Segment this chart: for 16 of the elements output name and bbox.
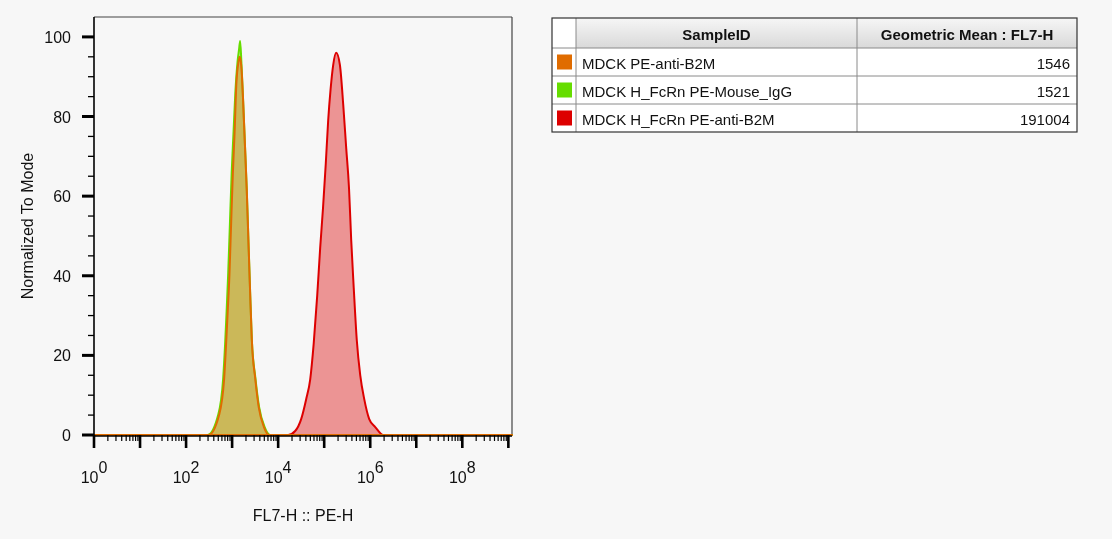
- y-tick-label: 20: [53, 346, 72, 364]
- y-axis-title: Normalized To Mode: [19, 152, 36, 300]
- text: 1546: [1036, 54, 1070, 72]
- y-tick-label: 80: [53, 108, 72, 126]
- text: Geometric Mean : FL7-H: [880, 25, 1054, 43]
- y-tick-label: 0: [62, 426, 72, 444]
- legend-label: MDCK PE-anti-B2M: [582, 54, 716, 72]
- legend-title: SampleID: [682, 25, 751, 43]
- legend-label: MDCK H_FcRn PE-Mouse_IgG: [582, 82, 793, 100]
- text: 191004: [1019, 110, 1070, 128]
- y-tick-label: 40: [53, 267, 72, 285]
- y-tick-label: 100: [44, 28, 72, 46]
- text: 1521: [1036, 82, 1070, 100]
- y-tick-label: 60: [53, 187, 72, 205]
- legend-label: MDCK H_FcRn PE-anti-B2M: [582, 110, 775, 128]
- x-axis-title: FL7-H :: PE-H: [252, 507, 354, 524]
